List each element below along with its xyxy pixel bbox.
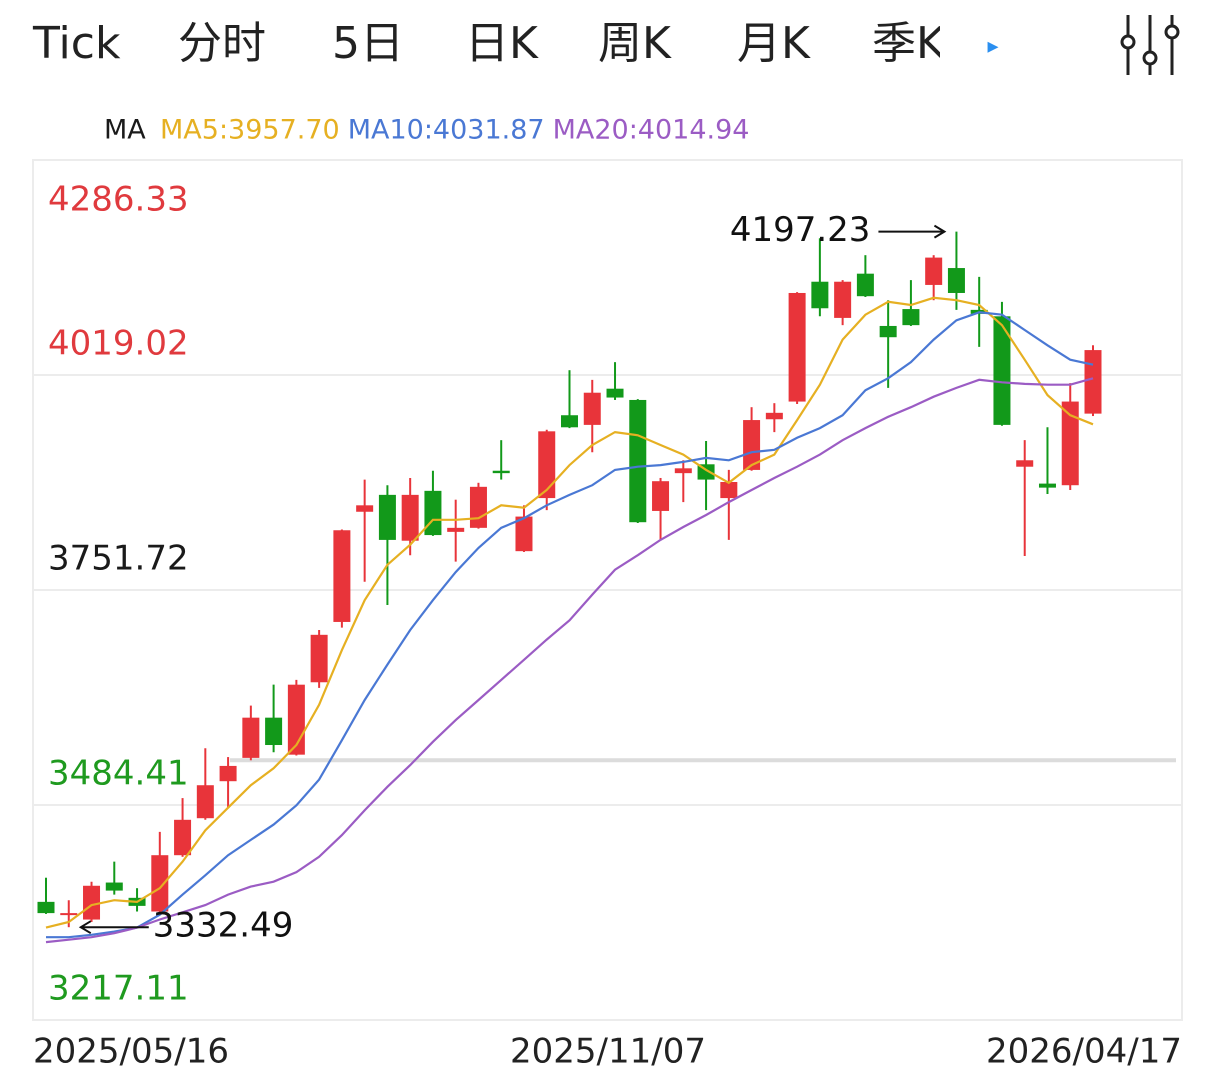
y-tick-label: 3484.41 bbox=[48, 754, 189, 794]
candle-body bbox=[447, 527, 465, 532]
max-arrow bbox=[878, 224, 947, 239]
max-annotation: 4197.23 bbox=[730, 210, 871, 250]
tab[interactable]: 分时 bbox=[178, 18, 266, 69]
ma-line bbox=[45, 377, 1094, 944]
settings-icon[interactable] bbox=[1120, 15, 1180, 75]
candle-body bbox=[834, 281, 852, 318]
candle-body bbox=[310, 634, 328, 683]
min-annotation: 3332.49 bbox=[153, 906, 294, 946]
min-arrow bbox=[78, 920, 149, 935]
candle-body bbox=[606, 388, 624, 398]
candle-body bbox=[993, 316, 1011, 425]
tab[interactable]: 季K bbox=[872, 18, 946, 69]
candle-body bbox=[196, 785, 214, 819]
tab[interactable]: 日K bbox=[465, 18, 539, 69]
candle-body bbox=[856, 273, 874, 297]
candle-body bbox=[674, 468, 692, 474]
y-tick-label: 3751.72 bbox=[48, 539, 189, 579]
tab[interactable]: 月K bbox=[737, 18, 811, 69]
candle-body bbox=[743, 420, 761, 470]
candle-body bbox=[174, 819, 192, 856]
candle-body bbox=[469, 486, 487, 528]
legend-entry: MA10:4031.87 bbox=[348, 115, 545, 146]
x-tick-label: 2026/04/17 bbox=[986, 1032, 1182, 1072]
x-tick-label: 2025/11/07 bbox=[510, 1032, 706, 1072]
legend-entry: MA20:4014.94 bbox=[553, 115, 750, 146]
candle-body bbox=[652, 481, 670, 511]
candle-body bbox=[219, 765, 237, 782]
candle-body bbox=[37, 901, 55, 914]
candle-body bbox=[788, 292, 806, 402]
candle-body bbox=[83, 885, 101, 920]
candle-body bbox=[242, 717, 260, 758]
candle-body bbox=[947, 268, 965, 293]
candle-body bbox=[151, 855, 169, 912]
tab-bar: Tick 分时 5日 日K 周K 月K 季K bbox=[32, 18, 946, 69]
legend-entry: MA5:3957.70 bbox=[160, 115, 340, 146]
more-arrow[interactable]: ▸ bbox=[987, 34, 998, 59]
legend-title: MA bbox=[104, 115, 146, 146]
candle-body bbox=[720, 481, 738, 499]
candle-body bbox=[879, 325, 897, 338]
candle-body bbox=[1038, 483, 1056, 488]
candle-body bbox=[424, 490, 442, 536]
candle-body bbox=[492, 470, 510, 474]
candle-body bbox=[356, 505, 374, 512]
y-tick-label: 4019.02 bbox=[48, 324, 189, 364]
y-tick-label: 3217.11 bbox=[48, 969, 189, 1009]
candle-body bbox=[925, 257, 943, 285]
candle-body bbox=[265, 717, 283, 746]
candle-body bbox=[538, 431, 556, 499]
candle-body bbox=[1016, 460, 1034, 467]
candle-body bbox=[629, 399, 647, 523]
candle-body bbox=[811, 281, 829, 309]
candle-body bbox=[1084, 350, 1102, 414]
tab[interactable]: Tick bbox=[32, 18, 121, 69]
candle-body bbox=[378, 494, 396, 540]
ma-line bbox=[45, 296, 1094, 929]
candle-body bbox=[515, 516, 533, 552]
candle-body bbox=[561, 415, 578, 428]
candle-body bbox=[765, 412, 783, 420]
candle-body bbox=[105, 882, 123, 891]
candle-body bbox=[333, 530, 351, 622]
tab[interactable]: 5日 bbox=[332, 18, 404, 69]
candle-body bbox=[60, 913, 78, 916]
x-tick-label: 2025/05/16 bbox=[33, 1032, 229, 1072]
ma-line bbox=[46, 311, 1094, 939]
candle-body bbox=[583, 392, 601, 425]
candle-body bbox=[1061, 401, 1079, 486]
tab[interactable]: 周K bbox=[598, 18, 672, 69]
candle-body bbox=[902, 309, 920, 326]
candle-body bbox=[401, 494, 419, 541]
y-tick-label: 4286.33 bbox=[48, 180, 189, 220]
